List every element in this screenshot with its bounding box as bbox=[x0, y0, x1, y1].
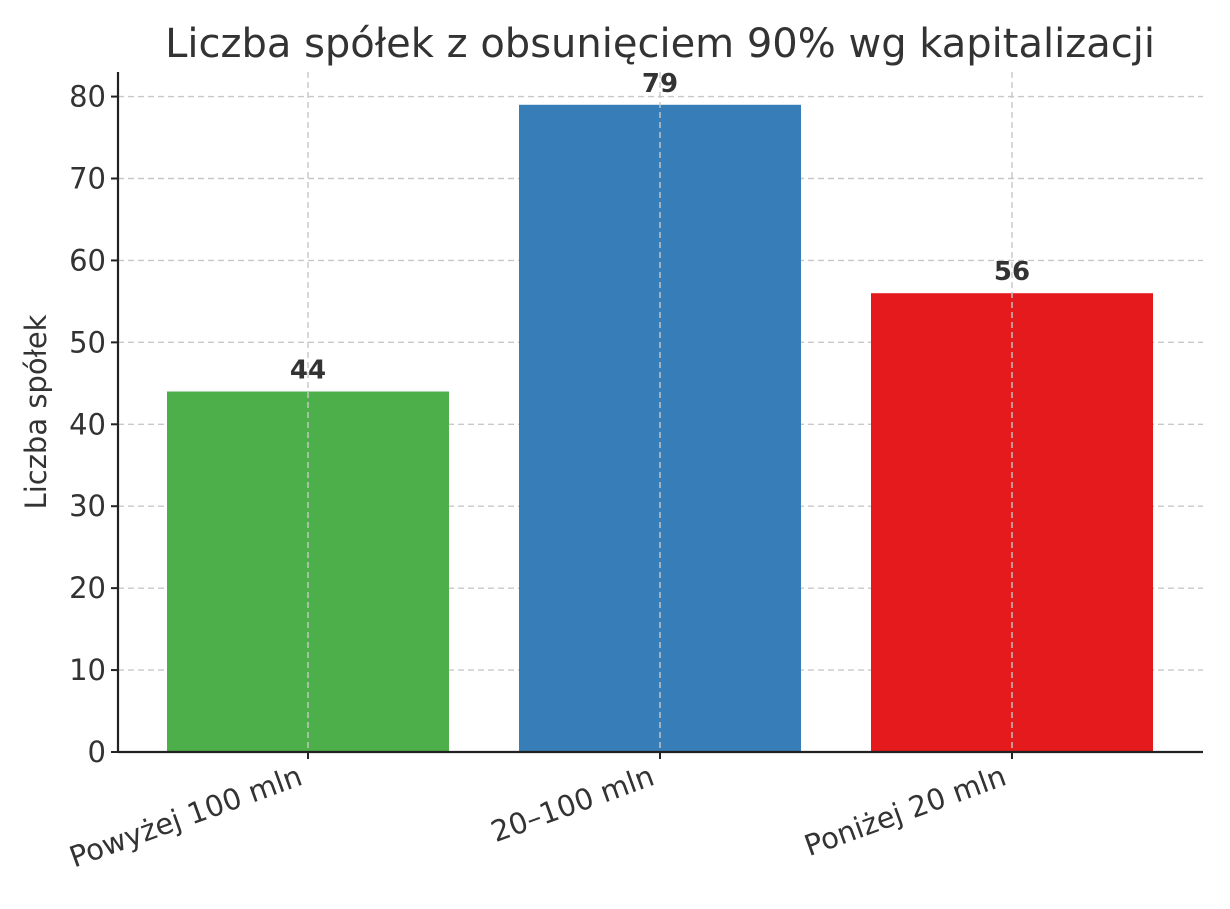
y-tick-label: 30 bbox=[69, 489, 106, 523]
x-tick-label: Poniżej 20 mln bbox=[800, 759, 1011, 863]
y-axis-label: Liczba spółek bbox=[19, 314, 53, 509]
y-tick-label: 70 bbox=[69, 162, 106, 196]
y-tick-labels: 0 10 20 30 40 50 60 70 80 bbox=[69, 80, 106, 769]
x-tick-label: 20–100 mln bbox=[486, 759, 658, 849]
y-tick-label: 40 bbox=[69, 407, 106, 441]
y-tick-label: 80 bbox=[69, 80, 106, 114]
axes bbox=[111, 72, 1203, 759]
data-label: 79 bbox=[642, 69, 678, 99]
x-tick-label: Powyżej 100 mln bbox=[65, 759, 307, 875]
y-tick-label: 20 bbox=[69, 571, 106, 605]
x-grid-lines bbox=[307, 72, 1013, 752]
y-tick-label: 60 bbox=[69, 243, 106, 277]
data-labels: 44 79 56 bbox=[290, 69, 1030, 386]
y-tick-label: 50 bbox=[69, 325, 106, 359]
bar bbox=[167, 391, 449, 752]
y-tick-label: 10 bbox=[69, 653, 106, 687]
chart-title: Liczba spółek z obsunięciem 90% wg kapit… bbox=[165, 21, 1155, 67]
data-label: 44 bbox=[290, 356, 326, 386]
data-label: 56 bbox=[994, 257, 1030, 287]
x-tick-labels: Powyżej 100 mln 20–100 mln Poniżej 20 mln bbox=[65, 759, 1011, 875]
y-tick-label: 0 bbox=[88, 735, 106, 769]
